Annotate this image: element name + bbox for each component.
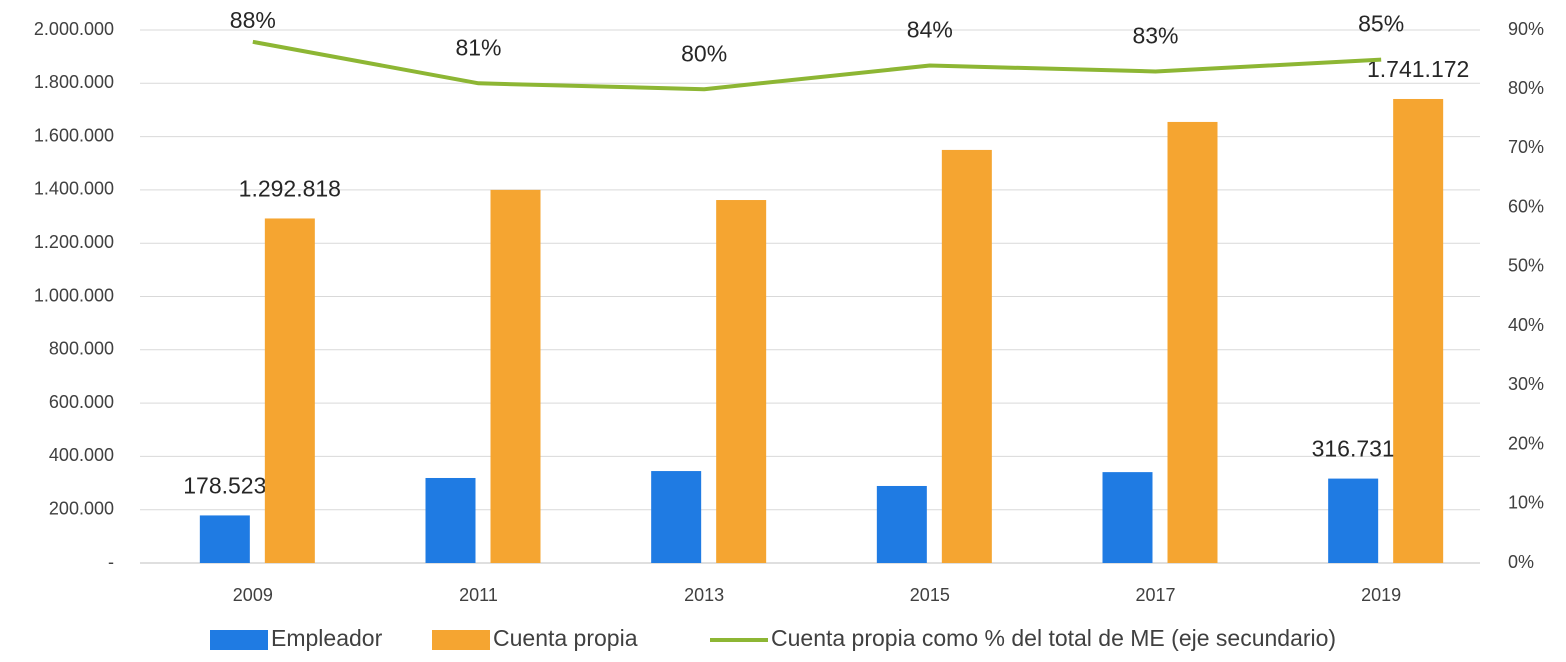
bar (1167, 121, 1218, 563)
bar (716, 200, 767, 564)
bar (941, 149, 992, 564)
legend-swatch (432, 630, 490, 650)
data-label: 1.741.172 (1367, 56, 1469, 82)
line (252, 39, 1382, 92)
x-tick-label: 2013 (684, 585, 724, 605)
bar (264, 218, 315, 564)
data-label: 1.292.818 (239, 176, 341, 202)
y2-tick-label: 20% (1508, 433, 1544, 453)
legend-label: Empleador (271, 625, 383, 651)
y2-tick-label: 50% (1508, 256, 1544, 276)
bar (199, 515, 250, 563)
y-tick-label: 2.000.000 (34, 19, 114, 39)
y2-tick-label: 70% (1508, 137, 1544, 157)
bar (425, 477, 476, 563)
bar (1102, 472, 1153, 563)
y2-tick-label: 10% (1508, 493, 1544, 513)
data-label: 84% (907, 17, 953, 43)
data-label: 316.731 (1312, 436, 1395, 462)
y-tick-label: 600.000 (49, 392, 114, 412)
y2-tick-label: 30% (1508, 374, 1544, 394)
bar (651, 471, 702, 563)
y-tick-label: 400.000 (49, 445, 114, 465)
x-tick-label: 2011 (459, 585, 498, 605)
legend-label: Cuenta propia como % del total de ME (ej… (771, 625, 1336, 651)
data-label: 178.523 (183, 473, 266, 499)
y2-tick-label: 80% (1508, 78, 1544, 98)
y-tick-label: - (108, 552, 114, 572)
y-tick-label: 200.000 (49, 498, 114, 518)
data-label: 88% (230, 7, 276, 33)
bar (876, 485, 927, 563)
y-tick-label: 1.400.000 (34, 179, 114, 199)
data-label: 81% (455, 34, 501, 60)
legend-label: Cuenta propia (493, 625, 638, 651)
y-tick-label: 800.000 (49, 339, 114, 359)
y-tick-label: 1.000.000 (34, 285, 114, 305)
bar (1393, 98, 1444, 563)
y2-tick-label: 0% (1508, 552, 1534, 572)
y2-tick-label: 40% (1508, 315, 1544, 335)
bar (1328, 478, 1379, 563)
x-tick-label: 2017 (1135, 585, 1175, 605)
data-label: 83% (1132, 23, 1178, 49)
y-tick-label: 1.600.000 (34, 125, 114, 145)
x-tick-label: 2019 (1361, 585, 1401, 605)
y-tick-label: 1.200.000 (34, 232, 114, 252)
y-tick-label: 1.800.000 (34, 72, 114, 92)
y2-tick-label: 60% (1508, 196, 1544, 216)
data-label: 80% (681, 40, 727, 66)
y2-tick-label: 90% (1508, 19, 1544, 39)
bar (490, 189, 541, 563)
x-tick-label: 2015 (910, 585, 950, 605)
x-tick-label: 2009 (233, 585, 273, 605)
legend-swatch (210, 630, 268, 650)
data-label: 85% (1358, 11, 1404, 37)
